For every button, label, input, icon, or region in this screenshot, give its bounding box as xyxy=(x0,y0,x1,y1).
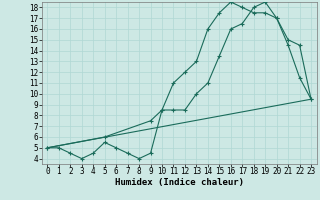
X-axis label: Humidex (Indice chaleur): Humidex (Indice chaleur) xyxy=(115,178,244,187)
